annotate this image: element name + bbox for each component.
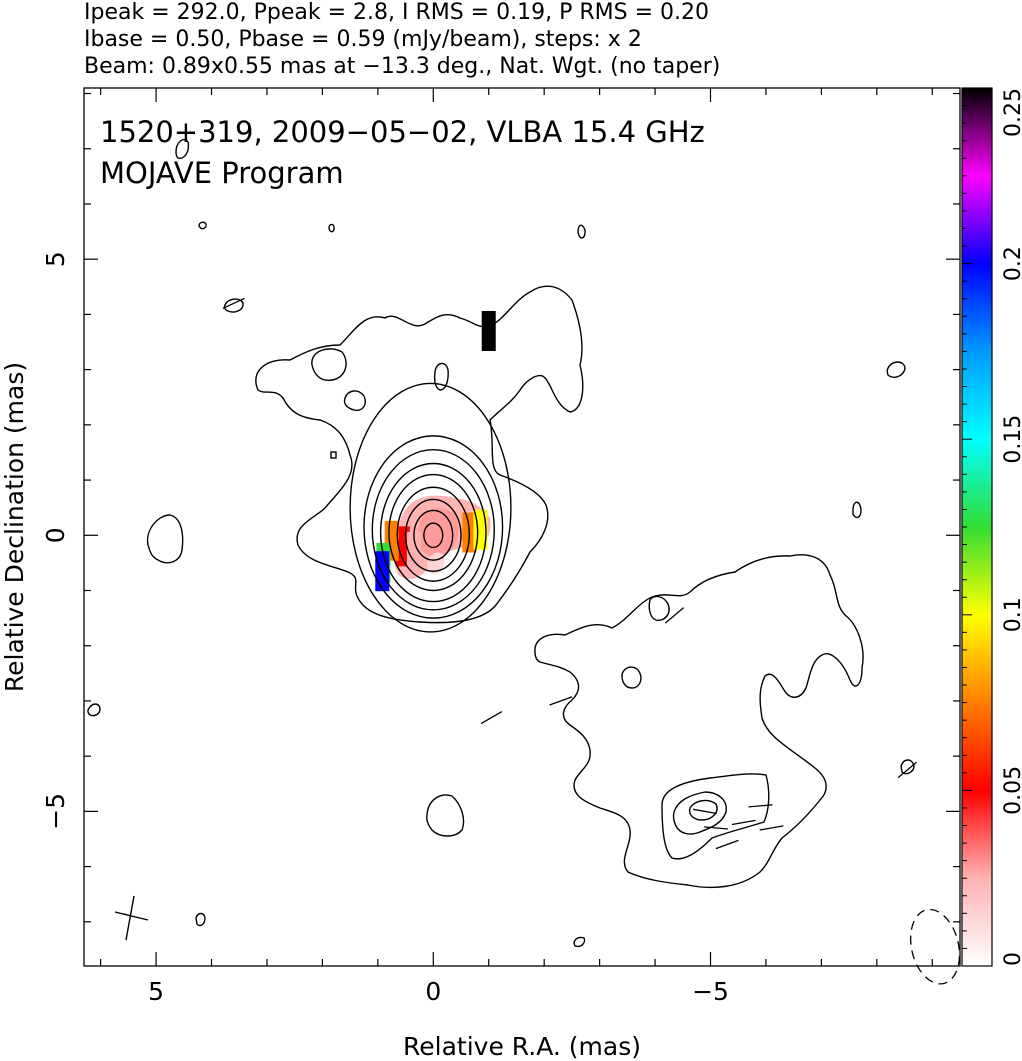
vector-2 (549, 696, 573, 706)
vector-7 (748, 804, 773, 808)
colorbar-tick-label: 0 (1001, 952, 1022, 966)
core-contour-5 (388, 473, 479, 592)
core-contours (349, 382, 512, 633)
x-tick-label: 5 (148, 977, 164, 1006)
southwest-inner-2 (672, 791, 727, 835)
polarization-pixel-1 (395, 526, 410, 567)
blob-e-3 (900, 759, 915, 775)
southwest-hole-1 (621, 666, 642, 689)
colorbar-tick-label: 0.25 (1001, 88, 1022, 137)
blob-sw-2 (195, 912, 206, 927)
header-line-1: Ipeak = 292.0, Ppeak = 2.8, I RMS = 0.19… (84, 0, 709, 25)
polarization-pixels (375, 310, 496, 592)
colorbar-ticks: 0 0.05 0.1 0.15 0.2 0.25 (962, 87, 1022, 967)
south-blob (426, 794, 465, 837)
colorbar-tick-label: 0.05 (1001, 766, 1022, 815)
blob-sw-1 (573, 936, 586, 948)
core-contour-1 (349, 382, 512, 633)
vector-1 (480, 710, 503, 725)
vector-4 (704, 826, 729, 830)
vector-10 (897, 761, 917, 779)
blob-n-2 (198, 221, 207, 230)
polarization-pixel-2 (406, 531, 421, 572)
vector-11 (222, 297, 245, 310)
core-contour-6 (396, 486, 471, 582)
tiny-box (330, 451, 337, 459)
header-line-3: Beam: 0.89x0.55 mas at −13.3 deg., Nat. … (84, 54, 721, 79)
blob-e-1 (886, 361, 906, 378)
vector-6 (731, 819, 756, 826)
axis-tick-labels: 5 0 −5 5 0 −5 (41, 251, 729, 1006)
blob-n-3 (328, 223, 335, 233)
southwest-contour (534, 554, 864, 889)
vector-8 (759, 825, 784, 831)
x-axis-label: Relative R.A. (mas) (403, 1032, 641, 1061)
blob-n-4 (577, 224, 586, 239)
southwest-hole-2 (648, 595, 670, 621)
polarization-pixel-8 (481, 310, 496, 351)
header-line-2: Ibase = 0.50, Pbase = 0.59 (mJy/beam), s… (84, 27, 642, 52)
y-axis-label: Relative Declination (mas) (0, 362, 29, 692)
x-tick-label: 0 (425, 977, 441, 1006)
x-tick-label: −5 (692, 977, 729, 1006)
y-tick-label: −5 (41, 793, 70, 830)
core-contour-3 (371, 448, 495, 611)
core-contour-2 (363, 435, 504, 619)
extended-contours (87, 138, 915, 948)
core-contour-7 (404, 498, 462, 572)
axis-ticks (84, 88, 960, 966)
core-contour-9 (423, 522, 444, 549)
chart-subtitle: MOJAVE Program (100, 156, 344, 190)
y-tick-label: 5 (41, 251, 70, 267)
colorbar-tick-label: 0.1 (1001, 597, 1022, 632)
chart-title: 1520+319, 2009−05−02, VLBA 15.4 GHz (100, 115, 705, 149)
y-tick-label: 0 (41, 527, 70, 543)
southwest-inner-1 (661, 773, 770, 860)
vector-3 (693, 808, 717, 815)
vector-5 (715, 839, 739, 850)
colorbar-tick-label: 0.15 (1001, 415, 1022, 464)
blob-e-2 (852, 501, 862, 519)
west-blob (146, 514, 184, 564)
colorbar-tick-label: 0.2 (1001, 246, 1022, 281)
southwest-inner-3 (688, 799, 718, 821)
core-contour-4 (379, 462, 487, 603)
vector-9 (664, 607, 685, 624)
northern-hole-1 (311, 348, 347, 381)
plot-frame (83, 87, 961, 967)
polarization-vectors (222, 297, 917, 850)
blob-w-1 (87, 703, 101, 717)
blob-n-1 (175, 138, 190, 159)
cross-marker (114, 895, 149, 941)
northern-hole-2 (343, 390, 366, 412)
core-contour-8 (413, 509, 454, 561)
polarization-pixel-5 (375, 551, 390, 592)
